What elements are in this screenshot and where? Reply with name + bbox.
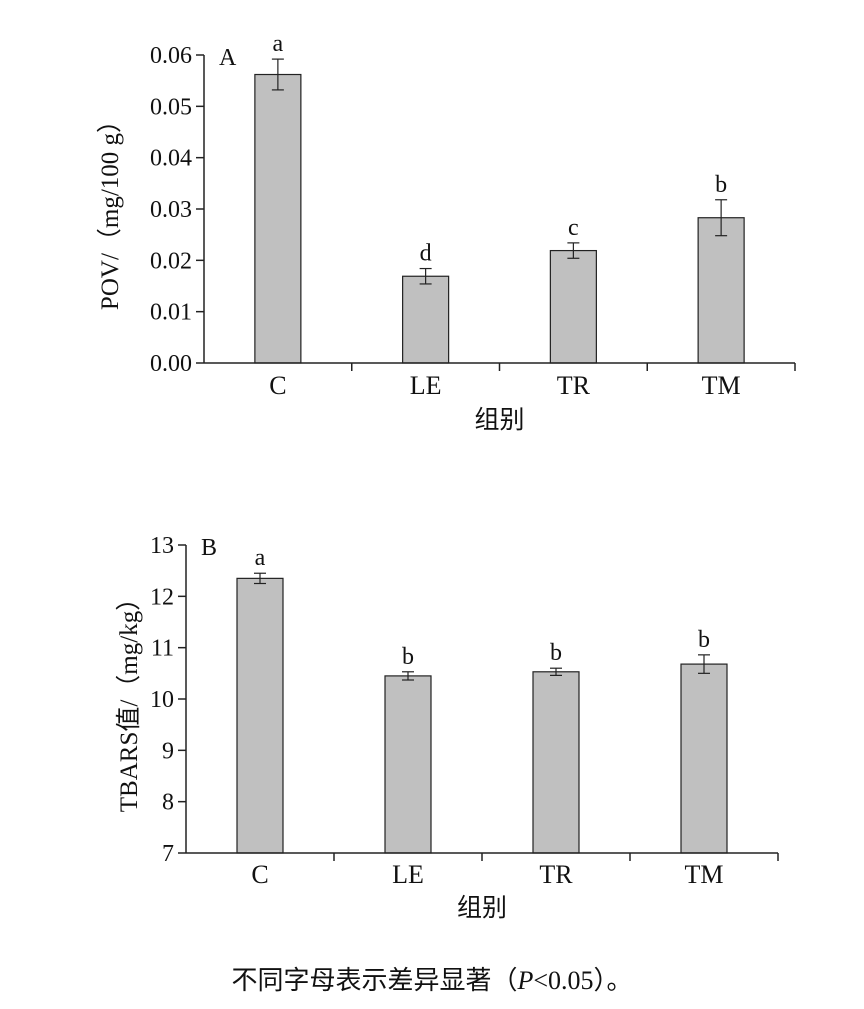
panel-a-chart: a Cd LE c TR b TM 0.00 0.01 0.02 0.03 0.04 0.05 0.06 A… — [96, 31, 796, 434]
panel-a-category-label-c: C — [269, 371, 286, 400]
panel-a-bar-c — [254, 73, 302, 364]
panel-b-category-label-le: LE — [392, 860, 424, 889]
panel-b-y-tick-label: 10 — [150, 687, 174, 713]
panel-b-bar-c — [236, 577, 284, 854]
panel-b-y-tick-label: 8 — [162, 790, 174, 816]
panel-a-y-tick-label: 0.02 — [150, 248, 192, 274]
panel-a-y-tick-label: 0.03 — [150, 197, 192, 223]
panel-b-y-tick-label: 12 — [150, 584, 174, 610]
panel-a-y-tick-label: 0.00 — [150, 351, 192, 377]
caption-before: 不同字母表示差异显著（ — [231, 966, 518, 995]
caption-after: <0.05）。 — [533, 966, 633, 995]
panel-b-chart: a Cb LE b TR b TM 7 8 9 10 11 12 13 B 组别 TBARS值/（mg/kg） — [115, 533, 779, 922]
panel-b-category-label-tm: TM — [685, 860, 724, 889]
panel-a-y-tick-label: 0.04 — [150, 146, 192, 172]
panel-b-y-tick-label: 9 — [162, 738, 174, 764]
panel-b-significance-tm: b — [698, 627, 710, 653]
caption-p-symbol: P — [517, 966, 534, 995]
panel-b-category-label-tr: TR — [539, 860, 573, 889]
panel-a-bar-le — [402, 275, 450, 364]
panel-a-category-label-le: LE — [410, 371, 442, 400]
panel-b-significance-le: b — [402, 644, 414, 670]
panel-a-significance-tr: c — [568, 215, 579, 241]
panel-b-y-tick-label: 7 — [162, 841, 174, 867]
panel-a-category-label-tr: TR — [557, 371, 591, 400]
figure-caption: 不同字母表示差异显著（P<0.05）。 — [0, 960, 864, 997]
panel-b-significance-c: a — [255, 545, 266, 571]
panel-a-label: A — [219, 45, 237, 71]
panel-a-significance-tm: b — [715, 172, 727, 198]
panel-a-y-axis-title: POV/（mg/100 g） — [96, 108, 124, 310]
panel-b-bar-le — [384, 675, 432, 854]
panel-a-category-label-tm: TM — [702, 371, 741, 400]
panel-a-y-tick-label: 0.01 — [150, 300, 192, 326]
panel-a-significance-le: d — [420, 241, 432, 267]
figure: a Cd LE c TR b TM 0.00 0.01 0.02 0.03 0.04 0.05 0.06 A… — [96, 31, 796, 922]
panel-b-significance-tr: b — [550, 640, 562, 666]
panel-b-x-axis-title: 组别 — [457, 894, 507, 922]
panel-b-y-axis-title: TBARS值/（mg/kg） — [115, 586, 143, 812]
panel-a-y-tick-label: 0.06 — [150, 43, 192, 69]
panel-a-x-axis-title: 组别 — [474, 406, 524, 434]
panel-a-bar-tr — [549, 249, 597, 364]
panel-a-significance-c: a — [273, 31, 284, 57]
panel-b-category-label-c: C — [251, 860, 268, 889]
panel-a-bar-tm — [697, 217, 745, 364]
panel-a-y-tick-label: 0.05 — [150, 94, 192, 120]
panel-b-label: B — [201, 535, 217, 561]
panel-b-y-tick-label: 11 — [151, 636, 174, 662]
panel-b-bar-tm — [680, 663, 728, 854]
panel-b-bar-tr — [532, 671, 580, 854]
panel-b-y-tick-label: 13 — [150, 533, 174, 559]
